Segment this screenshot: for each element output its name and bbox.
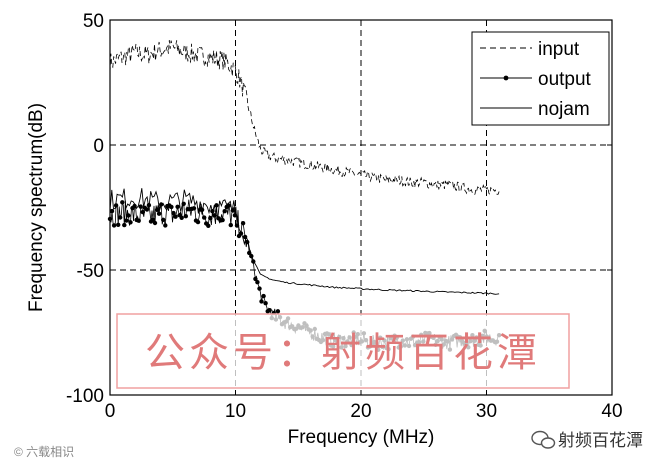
y-axis-title: Frequency spectrum(dB) xyxy=(26,103,47,312)
series-output-point xyxy=(261,293,266,299)
series-output-point xyxy=(136,218,141,223)
series-output-point xyxy=(144,207,150,212)
series-output-point xyxy=(263,301,268,306)
series-output-point xyxy=(253,276,258,282)
series-output-point xyxy=(257,286,262,291)
footer-left-label: © 六载相识 xyxy=(14,445,74,459)
series-output-point xyxy=(226,203,231,208)
series-output-point xyxy=(122,222,127,228)
series-output-point xyxy=(116,222,121,227)
series-layer xyxy=(107,40,502,352)
wechat-icon xyxy=(531,430,556,449)
series-output-point xyxy=(111,223,117,228)
legend: input output nojam xyxy=(471,31,610,126)
series-output-point xyxy=(206,223,211,228)
watermark-text: 公众号：射频百花潭 xyxy=(145,330,541,376)
series-output-point xyxy=(126,213,131,218)
series-output-point xyxy=(240,221,246,226)
series-output-point xyxy=(120,200,125,205)
series-output-point xyxy=(161,217,166,222)
series-output-point xyxy=(175,204,180,209)
footer-left-logo: © 六载相识 xyxy=(14,445,74,459)
series-output-point xyxy=(171,210,176,216)
series-output-point xyxy=(140,209,145,215)
series-output-point xyxy=(169,204,174,210)
y-tick-label: 50 xyxy=(83,11,104,32)
series-output-point xyxy=(109,208,115,214)
series-output-point xyxy=(255,280,260,285)
axis-ticks: 0 10 20 30 40 50 0 -50 -100 xyxy=(66,11,623,422)
x-tick-label: 20 xyxy=(350,401,371,422)
x-tick-label: 30 xyxy=(476,401,497,422)
x-tick-label: 10 xyxy=(225,401,246,422)
series-output-point xyxy=(163,223,168,228)
series-output-point xyxy=(259,299,264,304)
legend-label-output: output xyxy=(538,69,592,90)
series-output-point xyxy=(124,218,129,223)
series-output-point xyxy=(214,203,219,208)
series-output-point xyxy=(183,214,188,219)
series-output-point xyxy=(150,217,156,222)
x-tick-label: 40 xyxy=(601,401,622,422)
series-output-point xyxy=(138,204,143,209)
series-output-point xyxy=(275,309,281,314)
x-tick-label: 0 xyxy=(105,401,116,422)
series-output-point xyxy=(208,215,213,221)
footer-right-logo: 射频百花潭 xyxy=(531,430,643,450)
series-output-point xyxy=(173,214,178,219)
watermark: 公众号：射频百花潭 xyxy=(116,313,570,389)
series-output-point xyxy=(191,206,197,211)
series-output-point xyxy=(152,220,158,226)
series-output-point xyxy=(228,222,233,228)
series-output-point xyxy=(179,215,184,220)
series-output-point xyxy=(156,211,162,216)
x-axis-title: Frequency (MHz) xyxy=(288,427,435,448)
y-tick-label: 0 xyxy=(93,136,104,157)
series-output-point xyxy=(202,215,207,220)
legend-label-nojam: nojam xyxy=(538,99,590,120)
legend-label-input: input xyxy=(538,39,580,60)
y-tick-label: -50 xyxy=(77,261,104,282)
series-input-line xyxy=(109,40,500,196)
series-output-point xyxy=(118,215,123,220)
series-output-point xyxy=(154,207,160,212)
watermark-box xyxy=(116,313,570,389)
y-tick-label: -100 xyxy=(66,386,104,407)
series-output-point xyxy=(128,220,133,225)
series-output-point xyxy=(222,209,227,214)
series-output-point xyxy=(195,219,201,225)
series-nojam-line xyxy=(109,188,500,295)
footer-right-label: 射频百花潭 xyxy=(558,431,643,450)
series-output-point xyxy=(220,217,225,223)
legend-swatch-output-marker xyxy=(503,75,509,81)
series-output-point xyxy=(267,308,272,313)
